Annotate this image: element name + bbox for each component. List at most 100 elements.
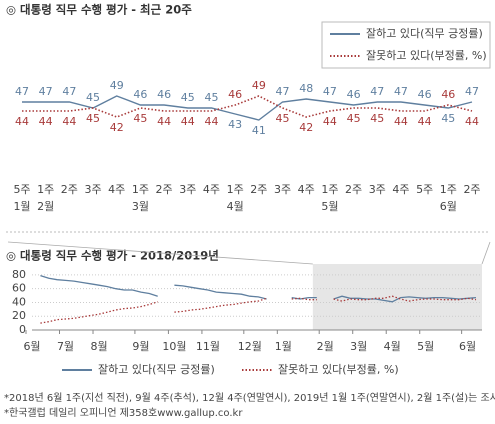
chart-title: ◎ 대통령 직무 수행 평가 - 최근 20주 [6, 3, 192, 17]
data-label: 46 [347, 88, 361, 101]
data-label: 47 [62, 85, 76, 98]
x-tick-label: 12월 [238, 340, 262, 353]
x-tick-label: 1월 [275, 340, 292, 353]
footnote: *2018년 6월 1주(지선 직전), 9월 4주(추석), 12월 4주(연… [4, 392, 495, 404]
x-tick-label: 2주 [345, 183, 362, 196]
legend-label: 잘하고 있다(직무 긍정률) [98, 362, 215, 376]
data-label: 49 [252, 79, 266, 92]
data-label: 44 [418, 115, 432, 128]
x-tick-label: 8월 [90, 340, 107, 353]
x-tick-label: 1주 [321, 183, 338, 196]
x-tick-label: 4주 [108, 183, 125, 196]
series-line [22, 95, 473, 121]
data-label: 47 [394, 85, 408, 98]
data-label: 44 [323, 115, 337, 128]
data-label: 46 [157, 88, 171, 101]
data-label: 46 [133, 88, 147, 101]
series-line [40, 295, 477, 324]
x-tick-label: 6월 [23, 340, 40, 353]
x-tick-label: 1주 [227, 183, 244, 196]
x-tick-label: 4주 [298, 183, 315, 196]
x-tick-label: 9월 [132, 340, 149, 353]
data-label: 44 [157, 115, 171, 128]
x-tick-label: 2월 [317, 340, 334, 353]
data-label: 45 [86, 112, 100, 125]
x-tick-label: 2월 [37, 200, 54, 213]
data-label: 41 [252, 124, 266, 137]
x-tick-label: 11월 [196, 340, 220, 353]
footnote: *한국갤럽 데일리 오피니언 제358호www.gallup.co.kr [4, 407, 243, 419]
x-tick-label: 3주 [179, 183, 196, 196]
data-label: 45 [204, 91, 218, 104]
data-label: 45 [347, 112, 361, 125]
zoom-guide [481, 241, 491, 265]
data-label: 44 [465, 115, 479, 128]
data-label: 47 [39, 85, 53, 98]
x-tick-label: 3주 [84, 183, 101, 196]
data-label: 45 [181, 91, 195, 104]
x-tick-label: 2주 [156, 183, 173, 196]
x-tick-label: 4주 [203, 183, 220, 196]
x-tick-label: 4주 [392, 183, 409, 196]
x-tick-label: 3월 [132, 200, 149, 213]
x-tick-label: 1월 [13, 200, 30, 213]
data-label: 44 [15, 115, 29, 128]
x-tick-label: 5주 [416, 183, 433, 196]
data-label: 44 [204, 115, 218, 128]
data-label: 44 [181, 115, 195, 128]
y-tick-label: 0 [19, 323, 26, 336]
data-label: 44 [39, 115, 53, 128]
x-tick-label: 2주 [61, 183, 78, 196]
x-tick-label: 5월 [417, 340, 434, 353]
data-label: 46 [418, 88, 432, 101]
x-tick-label: 2주 [463, 183, 480, 196]
data-label: 45 [86, 91, 100, 104]
data-label: 46 [441, 88, 455, 101]
x-tick-label: 6월 [440, 200, 457, 213]
legend-label: 잘못하고 있다(부정률, %) [278, 362, 399, 376]
x-tick-label: 4월 [227, 200, 244, 213]
x-tick-label: 1주 [440, 183, 457, 196]
data-label: 47 [276, 85, 290, 98]
data-label: 45 [441, 112, 455, 125]
data-label: 45 [133, 112, 147, 125]
x-tick-label: 5월 [321, 200, 338, 213]
y-tick-label: 40 [12, 295, 26, 308]
data-label: 48 [299, 82, 313, 95]
x-tick-label: 3주 [369, 183, 386, 196]
chart-title: ◎ 대통령 직무 수행 평가 - 2018/2019년 [6, 249, 219, 263]
data-label: 49 [110, 79, 124, 92]
x-tick-label: 7월 [57, 340, 74, 353]
x-tick-label: 3주 [274, 183, 291, 196]
data-label: 44 [62, 115, 76, 128]
series-line [40, 274, 477, 303]
data-label: 47 [465, 85, 479, 98]
data-label: 45 [276, 112, 290, 125]
legend-label: 잘하고 있다(직무 긍정률) [366, 26, 483, 40]
x-tick-label: 4월 [384, 340, 401, 353]
data-label: 42 [299, 121, 313, 134]
y-tick-label: 20 [12, 309, 26, 322]
data-label: 44 [394, 115, 408, 128]
data-label: 47 [15, 85, 29, 98]
y-tick-label: 80 [12, 268, 26, 281]
x-tick-label: 2주 [250, 183, 267, 196]
data-label: 43 [228, 118, 242, 131]
data-label: 45 [370, 112, 384, 125]
x-tick-label: 5주 [13, 183, 30, 196]
data-label: 42 [110, 121, 124, 134]
x-tick-label: 10월 [162, 340, 186, 353]
data-label: 46 [228, 88, 242, 101]
zoom-guide [7, 241, 313, 265]
x-tick-label: 1주 [37, 183, 54, 196]
x-tick-label: 3월 [350, 340, 367, 353]
x-tick-label: 1주 [132, 183, 149, 196]
data-label: 47 [370, 85, 384, 98]
legend-box [321, 21, 491, 69]
data-label: 47 [323, 85, 337, 98]
x-tick-label: 6월 [459, 340, 476, 353]
y-tick-label: 60 [12, 282, 26, 295]
legend-label: 잘못하고 있다(부정률, %) [366, 48, 487, 62]
